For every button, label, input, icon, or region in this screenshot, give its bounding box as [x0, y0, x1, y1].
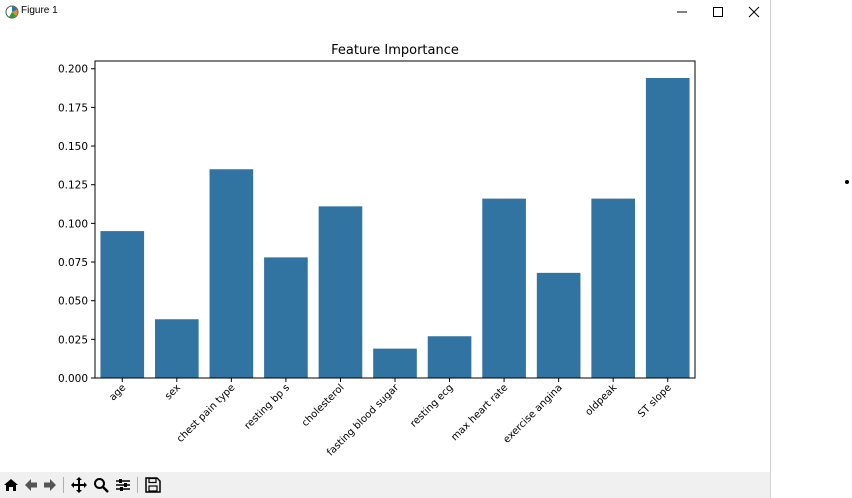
bar-resting-ecg — [427, 336, 472, 378]
bar-oldpeak — [591, 198, 635, 378]
x-tick-label: chest pain type — [175, 382, 238, 445]
home-icon — [4, 479, 18, 491]
stray-dot — [845, 180, 849, 184]
figure-canvas: Feature Importance 0.000 0.025 0.050 0.075 0… — [0, 24, 770, 472]
bar-chest-pain-type — [209, 169, 254, 378]
toolbar-separator — [63, 477, 64, 493]
pan-icon — [71, 477, 87, 493]
zoom-button[interactable] — [92, 476, 110, 494]
y-tick-label: 0.075 — [58, 257, 88, 269]
y-tick-label: 0.125 — [58, 180, 88, 192]
y-tick-label: 0.200 — [58, 64, 88, 76]
minimize-icon — [677, 11, 687, 13]
x-tick-label: max heart rate — [449, 382, 510, 443]
minimize-button[interactable] — [664, 0, 700, 24]
forward-button[interactable] — [41, 476, 59, 494]
bar-age — [100, 231, 145, 378]
x-tick-label: resting ecg — [408, 382, 455, 429]
maximize-icon — [713, 7, 723, 17]
configure-subplots-icon — [116, 479, 130, 491]
back-button[interactable] — [22, 476, 40, 494]
bar-exercise-angina — [536, 272, 581, 378]
maximize-button[interactable] — [700, 0, 736, 24]
bar-st-slope — [645, 78, 690, 378]
pan-button[interactable] — [70, 476, 88, 494]
x-tick-label: oldpeak — [583, 382, 619, 418]
bar-chart: Feature Importance 0.0000.0250.0500.0750… — [58, 43, 696, 458]
save-icon — [145, 477, 161, 493]
bars-group — [100, 78, 690, 378]
bar-fasting-blood-sugar — [373, 348, 417, 378]
y-tick-label: 0.100 — [58, 218, 88, 230]
y-tick-label: 0.000 — [58, 373, 88, 385]
y-tick-label: 0.175 — [58, 102, 88, 114]
close-button[interactable] — [736, 0, 772, 24]
x-tick-label: cholesterol — [300, 382, 347, 429]
bar-cholesterol — [318, 206, 363, 378]
x-tick-label: age — [107, 382, 128, 403]
y-tick-label: 0.150 — [58, 141, 88, 153]
title-bar[interactable]: Figure 1 — [0, 0, 770, 24]
chart-title: Feature Importance — [331, 43, 459, 58]
forward-arrow-icon — [44, 479, 56, 491]
toolbar-separator — [137, 477, 138, 493]
axes-frame — [94, 60, 696, 379]
x-tick-label: ST slope — [636, 382, 674, 420]
x-tick-label: sex — [163, 382, 183, 402]
figure-window: Figure 1 Feature Importance 0.000 0.025 0.… — [0, 0, 771, 498]
bar-max-heart-rate — [482, 198, 526, 378]
back-arrow-icon — [25, 479, 37, 491]
y-tick-label: 0.025 — [58, 334, 88, 346]
y-tick-label: 0.050 — [58, 296, 88, 308]
x-tick-label: resting bp s — [243, 382, 292, 431]
navigation-toolbar — [0, 472, 770, 498]
close-icon — [748, 6, 760, 18]
configure-subplots-button[interactable] — [114, 476, 132, 494]
home-button[interactable] — [2, 476, 20, 494]
save-button[interactable] — [144, 476, 162, 494]
x-tick-label: exercise angina — [501, 382, 564, 445]
zoom-icon — [94, 478, 109, 493]
y-axis: 0.000 0.025 0.050 0.075 0.100 0.125 0.150 0.175… — [58, 64, 95, 385]
bar-resting-bp-s — [264, 257, 308, 378]
matplotlib-icon — [5, 5, 19, 19]
window-title: Figure 1 — [21, 5, 58, 16]
bar-sex — [155, 319, 199, 378]
